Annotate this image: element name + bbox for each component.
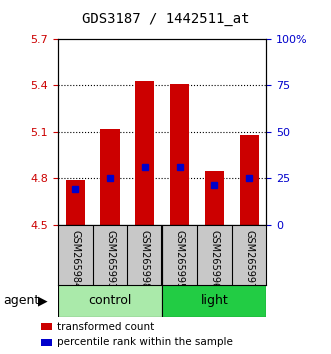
Bar [205,171,224,225]
Bar [240,135,259,225]
Text: GDS3187 / 1442511_at: GDS3187 / 1442511_at [82,12,249,27]
Bar [41,323,52,330]
Text: GSM265998: GSM265998 [140,230,150,289]
Text: GSM265996: GSM265996 [209,230,219,289]
Bar [135,81,154,225]
Text: percentile rank within the sample: percentile rank within the sample [57,337,233,348]
Text: transformed count: transformed count [57,321,154,332]
Bar [58,285,162,317]
Bar [66,180,85,225]
Bar [41,339,52,346]
Text: GSM265997: GSM265997 [244,230,254,289]
Text: GSM265993: GSM265993 [105,230,115,289]
Text: control: control [88,295,132,307]
Bar [162,285,266,317]
Text: ▶: ▶ [38,295,48,307]
Text: agent: agent [3,295,40,307]
Bar [170,84,189,225]
Text: GSM265995: GSM265995 [174,230,185,289]
Text: GSM265984: GSM265984 [70,230,80,289]
Text: light: light [201,295,228,307]
Bar [101,129,119,225]
